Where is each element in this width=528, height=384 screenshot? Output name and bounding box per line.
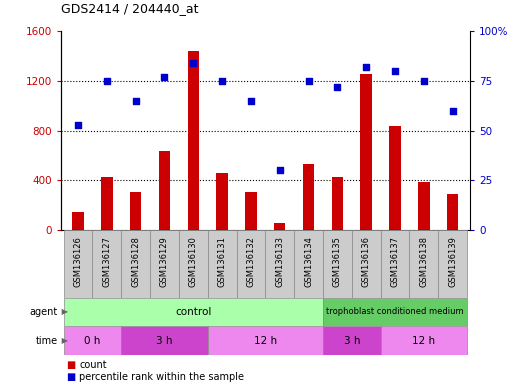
Bar [72, 212, 84, 230]
Text: trophoblast conditioned medium: trophoblast conditioned medium [326, 308, 464, 316]
Bar [381, 230, 409, 298]
Point [362, 64, 371, 70]
Text: GSM136135: GSM136135 [333, 236, 342, 286]
Bar [63, 326, 121, 355]
Bar [294, 230, 323, 298]
Point [420, 78, 428, 84]
Text: agent: agent [30, 307, 58, 317]
Text: GSM136126: GSM136126 [73, 236, 82, 286]
Text: GSM136130: GSM136130 [189, 236, 198, 286]
Text: GSM136131: GSM136131 [218, 236, 227, 286]
Text: percentile rank within the sample: percentile rank within the sample [79, 372, 244, 382]
Point [74, 121, 82, 127]
Bar [208, 230, 237, 298]
Bar [381, 326, 467, 355]
Point [247, 98, 255, 104]
Text: GSM136134: GSM136134 [304, 236, 313, 286]
Bar [447, 194, 458, 230]
Text: GSM136138: GSM136138 [419, 236, 428, 287]
Text: GSM136128: GSM136128 [131, 236, 140, 286]
Bar [130, 192, 142, 230]
Point [304, 78, 313, 84]
Bar [63, 230, 92, 298]
Text: count: count [79, 360, 107, 370]
Bar [361, 74, 372, 230]
Bar [274, 223, 286, 230]
Point [102, 78, 111, 84]
Text: GSM136129: GSM136129 [160, 236, 169, 286]
Bar [245, 192, 257, 230]
Text: ■: ■ [66, 372, 76, 382]
Point [218, 78, 227, 84]
Text: ▶: ▶ [59, 308, 68, 316]
Bar [159, 151, 170, 230]
Text: ■: ■ [66, 360, 76, 370]
Bar [352, 230, 381, 298]
Bar [265, 230, 294, 298]
Text: GSM136139: GSM136139 [448, 236, 457, 286]
Bar [303, 164, 314, 230]
Point [131, 98, 140, 104]
Bar [409, 230, 438, 298]
Bar [208, 326, 323, 355]
Text: GDS2414 / 204440_at: GDS2414 / 204440_at [61, 2, 198, 15]
Bar [92, 230, 121, 298]
Text: GSM136127: GSM136127 [102, 236, 111, 286]
Text: 12 h: 12 h [254, 336, 277, 346]
Bar [187, 51, 199, 230]
Bar [179, 230, 208, 298]
Bar [150, 230, 179, 298]
Point [160, 74, 168, 80]
Point [276, 167, 284, 174]
Text: 3 h: 3 h [344, 336, 360, 346]
Bar [418, 182, 430, 230]
Bar [216, 173, 228, 230]
Text: GSM136137: GSM136137 [391, 236, 400, 287]
Bar [389, 126, 401, 230]
Bar [101, 177, 112, 230]
Text: 0 h: 0 h [84, 336, 101, 346]
Bar [438, 230, 467, 298]
Text: GSM136136: GSM136136 [362, 236, 371, 287]
Text: time: time [36, 336, 58, 346]
Bar [237, 230, 265, 298]
Bar [332, 177, 343, 230]
Text: 3 h: 3 h [156, 336, 173, 346]
Bar [323, 298, 467, 326]
Point [189, 60, 197, 66]
Bar [121, 230, 150, 298]
Bar [323, 230, 352, 298]
Text: GSM136133: GSM136133 [275, 236, 284, 287]
Bar [121, 326, 208, 355]
Text: GSM136132: GSM136132 [247, 236, 256, 286]
Point [448, 108, 457, 114]
Point [333, 84, 342, 90]
Text: 12 h: 12 h [412, 336, 436, 346]
Bar [63, 298, 323, 326]
Text: ▶: ▶ [59, 336, 68, 345]
Text: control: control [175, 307, 212, 317]
Bar [323, 326, 381, 355]
Point [391, 68, 399, 74]
